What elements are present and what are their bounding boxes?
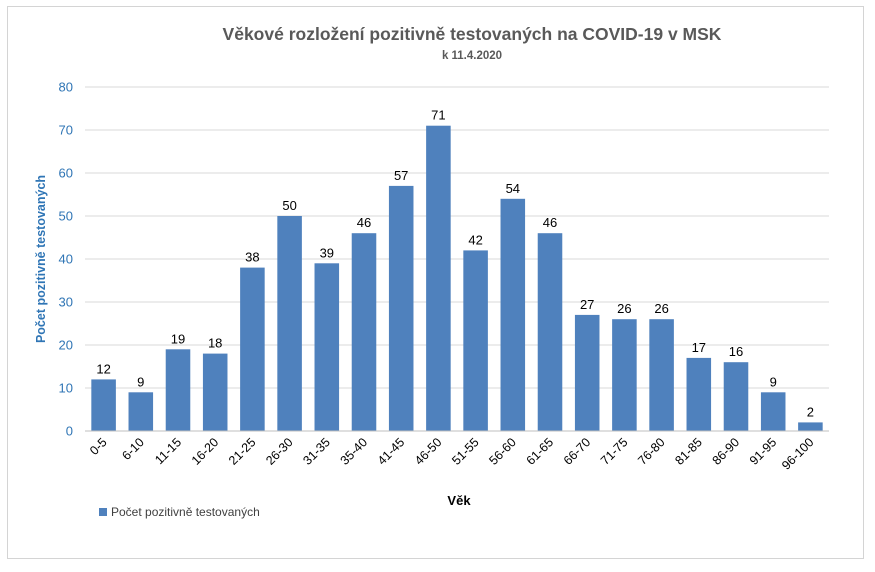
bar (760, 392, 786, 431)
bar (165, 349, 191, 431)
y-tick-label: 60 (59, 166, 73, 181)
y-tick-label: 0 (66, 424, 73, 439)
y-tick-label: 10 (59, 381, 73, 396)
bar (463, 250, 488, 431)
bar (314, 263, 340, 431)
x-tick-label: 51-55 (449, 435, 482, 468)
x-tick-label: 35-40 (338, 435, 371, 468)
bar (723, 362, 749, 431)
bar (128, 392, 154, 431)
data-label: 46 (357, 215, 371, 230)
data-label: 19 (171, 331, 185, 346)
bars (91, 125, 823, 431)
data-label: 26 (617, 301, 631, 316)
data-label: 71 (431, 108, 445, 123)
data-label: 9 (770, 374, 777, 389)
y-tick-label: 40 (59, 252, 73, 267)
bar (91, 379, 116, 431)
y-tick-label: 30 (59, 295, 73, 310)
data-label: 12 (96, 361, 110, 376)
x-tick-label: 56-60 (486, 435, 519, 468)
x-tick-label: 6-10 (119, 435, 147, 463)
data-label: 46 (543, 215, 557, 230)
data-label: 9 (137, 374, 144, 389)
x-tick-label: 81-85 (672, 435, 705, 468)
bar (686, 357, 712, 431)
x-tick-label: 41-45 (375, 435, 408, 468)
x-tick-label: 71-75 (598, 435, 631, 468)
data-label: 42 (468, 232, 482, 247)
y-axis-ticks: 0 10 20 30 40 50 60 70 80 (59, 80, 73, 439)
bar (574, 314, 600, 431)
x-axis-ticks: 0-5 6-10 11-15 16-20 21-25 26-30 31-35 35-40 41-… (87, 435, 817, 472)
x-tick-label: 76-80 (635, 435, 668, 468)
data-label: 17 (692, 340, 706, 355)
legend-swatch (99, 508, 107, 516)
x-tick-label: 21-25 (226, 435, 259, 468)
data-label: 54 (506, 181, 520, 196)
x-tick-label: 46-50 (412, 435, 445, 468)
data-label: 39 (320, 245, 334, 260)
data-label: 18 (208, 336, 222, 351)
y-tick-label: 80 (59, 80, 73, 95)
x-tick-label: 86-90 (710, 435, 743, 468)
x-tick-label: 16-20 (189, 435, 222, 468)
x-tick-label: 96-100 (779, 435, 816, 472)
data-labels: 12 9 19 18 38 50 39 46 57 71 42 54 46 27 26 26 17 16 9 2 (96, 108, 814, 420)
x-tick-label: 0-5 (87, 435, 110, 458)
x-tick-label: 66-70 (561, 435, 594, 468)
bar (277, 216, 302, 431)
gridlines (85, 86, 829, 389)
x-tick-label: 61-65 (524, 435, 557, 468)
x-axis-label: Věk (447, 493, 471, 508)
x-tick-label: 31-35 (300, 435, 333, 468)
bar (500, 198, 526, 431)
data-label: 26 (654, 301, 668, 316)
data-label: 16 (729, 344, 743, 359)
y-tick-label: 50 (59, 209, 73, 224)
data-label: 57 (394, 168, 408, 183)
bar (202, 353, 228, 431)
data-label: 27 (580, 297, 594, 312)
bar (798, 422, 823, 431)
data-label: 50 (282, 198, 296, 213)
y-tick-label: 70 (59, 123, 73, 138)
data-label: 2 (807, 404, 814, 419)
legend: Počet pozitivně testovaných (99, 505, 260, 519)
chart-title: Věkové rozložení pozitivně testovaných n… (223, 24, 722, 44)
bar (388, 185, 414, 431)
legend-label: Počet pozitivně testovaných (111, 505, 260, 519)
y-axis-label: Počet pozitivně testovaných (34, 175, 48, 343)
x-tick-label: 26-30 (263, 435, 296, 468)
bar (612, 319, 637, 431)
bar (240, 267, 265, 431)
bar (537, 233, 563, 431)
bar (649, 319, 674, 431)
chart-subtitle: k 11.4.2020 (442, 50, 502, 62)
bar (351, 233, 377, 431)
x-tick-label: 91-95 (747, 435, 780, 468)
data-label: 38 (245, 250, 259, 265)
x-tick-label: 11-15 (152, 435, 184, 467)
bar (426, 125, 451, 431)
y-tick-label: 20 (59, 338, 73, 353)
